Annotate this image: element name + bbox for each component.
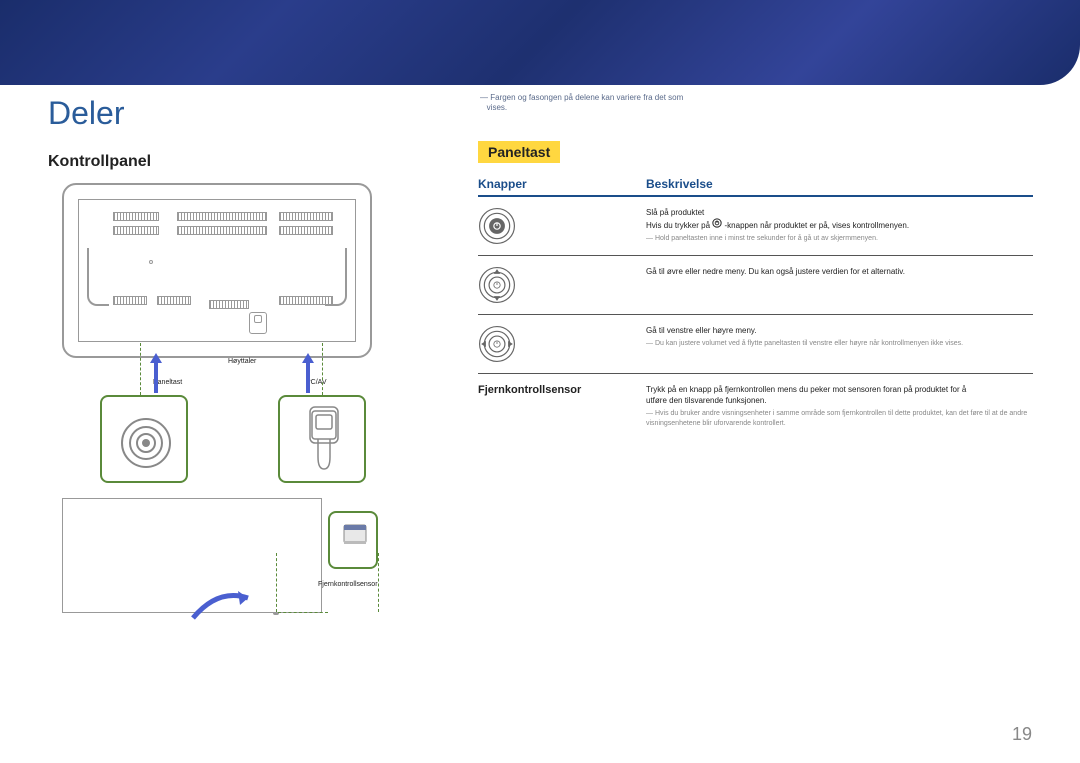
front-sensor-detail xyxy=(328,511,378,569)
dial-press-icon xyxy=(478,207,516,245)
r4-d2: utføre den tilsvarende funksjonen. xyxy=(646,396,767,405)
r1-sub: Hold paneltasten inne i minst tre sekund… xyxy=(655,235,878,242)
arrow-up-icon xyxy=(300,353,316,398)
r3-sub: Du kan justere volumet ved å flytte pane… xyxy=(655,340,963,347)
curved-arrow-icon xyxy=(188,583,258,628)
table-header: Knapper Beskrivelse xyxy=(478,177,1033,197)
dial-leftright-icon xyxy=(478,325,516,363)
cable-detail xyxy=(278,395,366,483)
rear-diagram xyxy=(62,183,372,358)
note-line1: Fargen og fasongen på delene kan variere… xyxy=(490,93,683,102)
table-row: Gå til øvre eller nedre meny. Du kan ogs… xyxy=(478,256,1033,315)
table-row: Fjernkontrollsensor Trykk på en knapp på… xyxy=(478,374,1033,439)
page-number: 19 xyxy=(1012,724,1032,745)
fjk-small-label: Fjernkontrollsensor xyxy=(318,581,378,588)
r3-desc: Gå til venstre eller høyre meny. xyxy=(646,326,757,335)
table-row: Gå til venstre eller høyre meny. ― Du ka… xyxy=(478,315,1033,374)
r1-d2: Hvis du trykker på xyxy=(646,221,710,230)
hoyttaler-label: Høyttaler xyxy=(228,358,256,365)
r1-d1: Slå på produktet xyxy=(646,208,704,217)
note-line2: vises. xyxy=(487,103,507,112)
dial-updown-icon xyxy=(478,266,516,304)
sensor-label: Fjernkontrollsensor xyxy=(478,384,581,396)
r4-d1: Trykk på en knapp på fjernkontrollen men… xyxy=(646,385,966,394)
r2-desc: Gå til øvre eller nedre meny. Du kan ogs… xyxy=(646,267,905,276)
arrow-up-icon xyxy=(148,353,164,398)
header-banner xyxy=(0,0,1080,85)
table-row: Slå på produktet Hvis du trykker på -kna… xyxy=(478,197,1033,256)
power-icon xyxy=(712,218,722,228)
top-note: ― Fargen og fasongen på delene kan varie… xyxy=(480,93,683,114)
paneltast-heading: Paneltast xyxy=(478,141,560,163)
th-beskrivelse: Beskrivelse xyxy=(646,177,713,191)
right-column: Paneltast Knapper Beskrivelse Slå på pro… xyxy=(478,141,1033,439)
r1-d3: -knappen når produktet er på, vises kont… xyxy=(725,221,910,230)
paneltast-detail xyxy=(100,395,188,483)
subtitle: Kontrollpanel xyxy=(48,153,443,171)
page-content: ― Fargen og fasongen på delene kan varie… xyxy=(0,85,1080,132)
r4-sub: Hvis du bruker andre visningsenheter i s… xyxy=(646,410,1027,427)
left-column: Kontrollpanel H xyxy=(48,153,443,358)
th-knapper: Knapper xyxy=(478,177,646,191)
